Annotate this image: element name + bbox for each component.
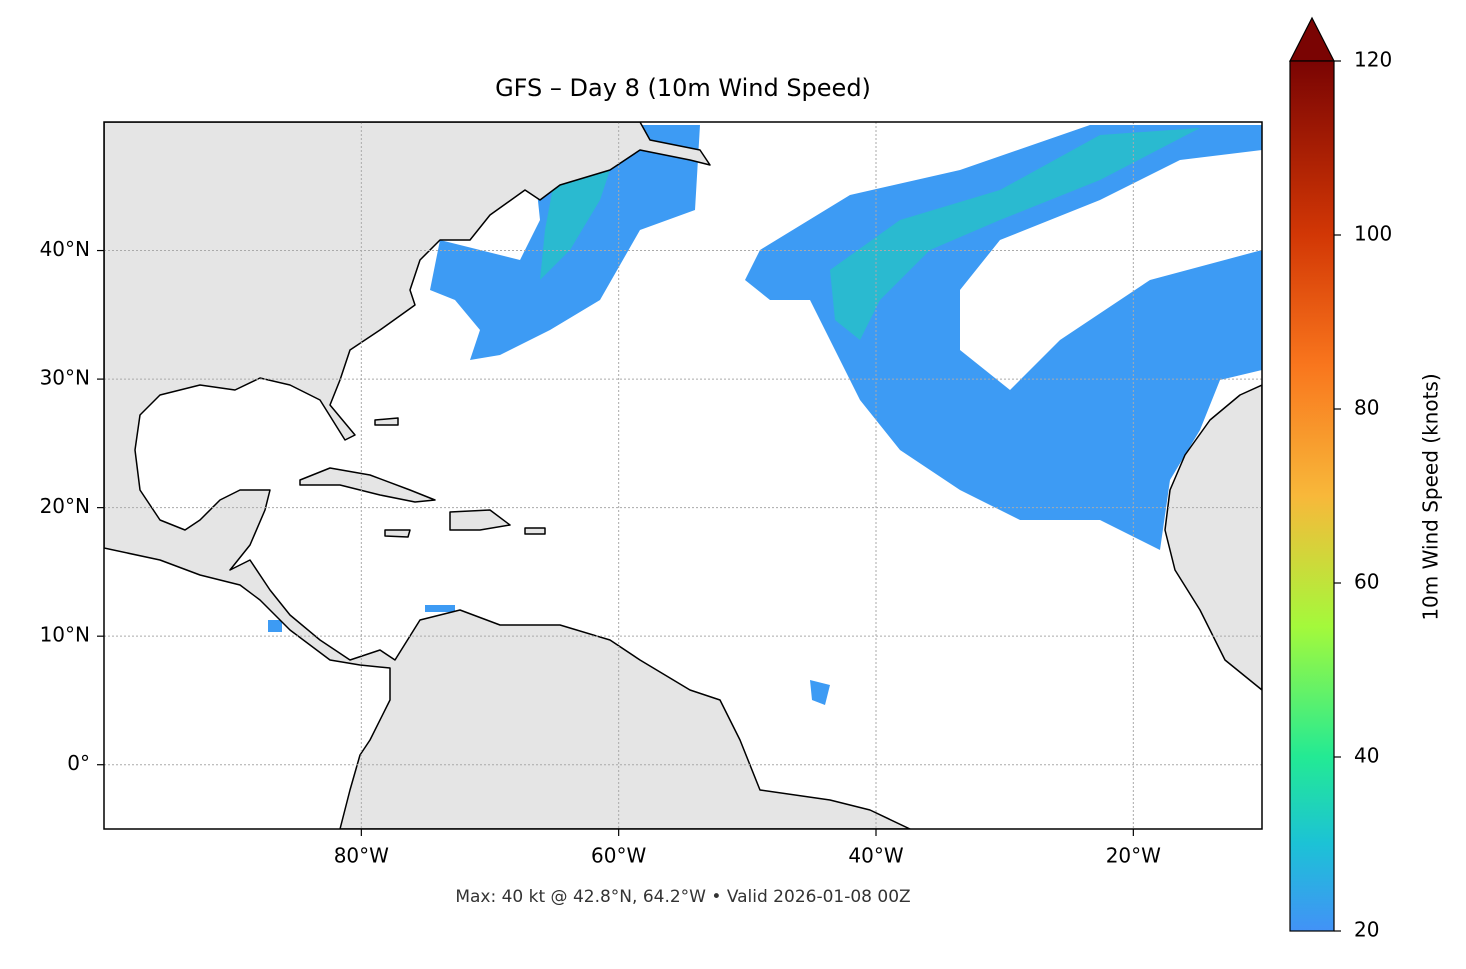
map-layers [104,122,1262,829]
graticule [104,122,1262,829]
colorbar-tick-label: 20 [1354,918,1379,942]
colorbar-tick-label: 100 [1354,222,1392,246]
y-tick-label: 20°N [40,494,90,518]
plot-frame [103,121,1263,830]
colorbar [1289,60,1335,932]
colorbar-tick-label: 80 [1354,396,1379,420]
y-tick-label: 0° [67,751,90,775]
island [374,417,546,538]
wind-swath [745,125,1262,550]
wind-core [830,128,1200,340]
colorbar-tick-label: 60 [1354,570,1379,594]
y-tick-label: 40°N [40,237,90,261]
colorbar-tick-label: 40 [1354,744,1379,768]
y-tick-label: 30°N [40,366,90,390]
y-tick-label: 10°N [40,623,90,647]
x-tick-label: 80°W [334,844,389,868]
x-tick-label: 60°W [591,844,646,868]
map-title: GFS – Day 8 (10m Wind Speed) [495,74,871,102]
colorbar-extend [1289,16,1335,62]
hispaniola [449,509,511,531]
x-tick-label: 40°W [848,844,903,868]
x-tick-label: 20°W [1106,844,1161,868]
africa [1164,384,1262,691]
colorbar-label: 10m Wind Speed (knots) [1419,373,1443,620]
map-note: Max: 40 kt @ 42.8°N, 64.2°W • Valid 2026… [455,887,910,907]
north-america [104,122,911,829]
cuba [299,467,436,503]
colorbar-tick-label: 120 [1354,48,1392,72]
